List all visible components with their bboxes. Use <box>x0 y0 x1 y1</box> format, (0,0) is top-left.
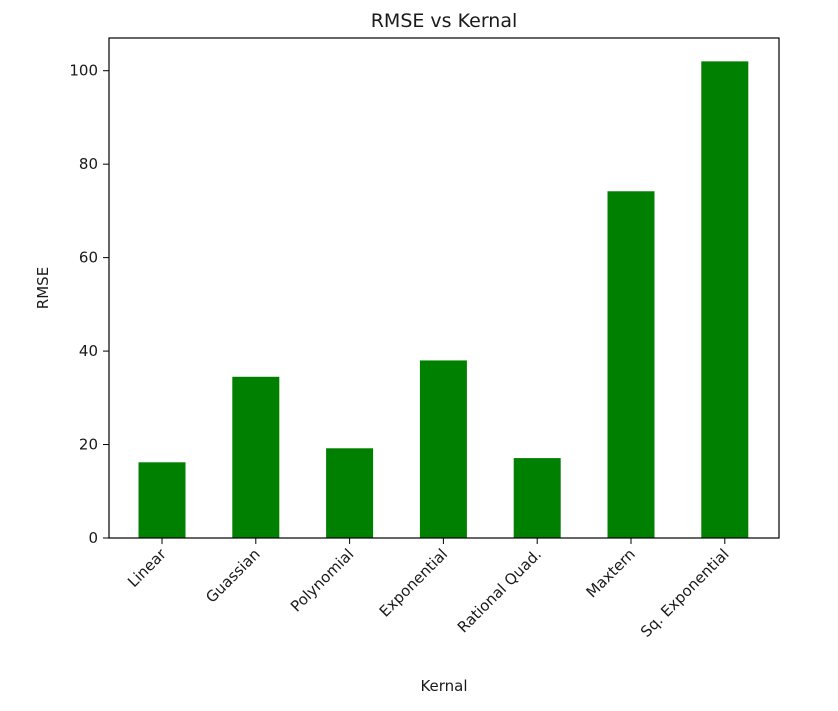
x-tick-label: Maxtern <box>583 545 639 601</box>
x-axis: Linear Guassian Polynomial Exponential Ratio… <box>124 538 733 641</box>
bars-group <box>138 61 749 538</box>
y-axis-label: RMSE <box>34 267 52 309</box>
y-tick-label: 80 <box>79 155 98 173</box>
y-tick-label: 60 <box>79 249 98 267</box>
y-tick-label: 40 <box>79 342 98 360</box>
y-axis: 0 20 40 60 80 100 <box>69 62 109 547</box>
bar-guassian <box>232 376 280 538</box>
bar-sq-exponential <box>701 61 749 538</box>
chart-title: RMSE vs Kernal <box>371 10 518 32</box>
x-tick-label: Exponential <box>376 545 451 620</box>
x-tick-label: Linear <box>124 545 170 591</box>
y-tick-label: 100 <box>69 62 98 80</box>
x-tick-label: Guassian <box>202 545 263 606</box>
x-tick-label: Rational Quad. <box>454 545 545 636</box>
bar-linear <box>138 462 186 538</box>
bar-exponential <box>419 360 467 538</box>
bar-polynomial <box>326 448 374 538</box>
x-tick-label: Polynomial <box>287 545 357 615</box>
y-tick-label: 20 <box>79 436 98 454</box>
bar-rational-quad <box>513 458 561 538</box>
x-axis-label: Kernal <box>420 677 467 695</box>
y-tick-label: 0 <box>88 529 98 547</box>
plot-frame <box>108 37 780 539</box>
bar-maxtern <box>607 191 655 538</box>
x-tick-label: Sq. Exponential <box>637 545 733 641</box>
